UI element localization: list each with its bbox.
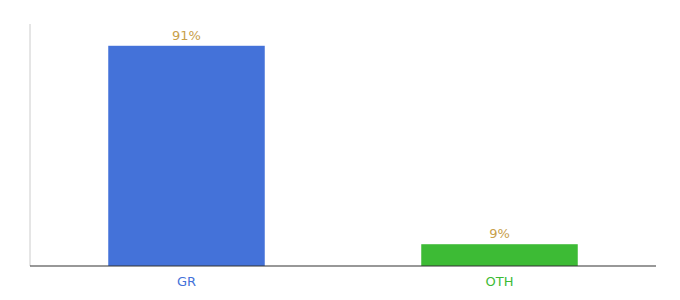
bar	[421, 244, 578, 266]
x-axis-line	[30, 265, 656, 266]
bars	[108, 46, 578, 266]
data-label: 91%	[172, 28, 201, 43]
chart: GR OTH 91% 9%	[0, 0, 680, 300]
y-axis-line	[30, 24, 31, 266]
x-tick-label: OTH	[486, 274, 514, 289]
data-label: 9%	[489, 226, 510, 241]
plot-area: GR OTH 91% 9%	[30, 24, 656, 289]
chart-container: GR OTH 91% 9%	[0, 0, 680, 300]
x-tick-label: GR	[177, 274, 196, 289]
bar	[108, 46, 265, 266]
data-labels: 91% 9%	[172, 28, 510, 241]
